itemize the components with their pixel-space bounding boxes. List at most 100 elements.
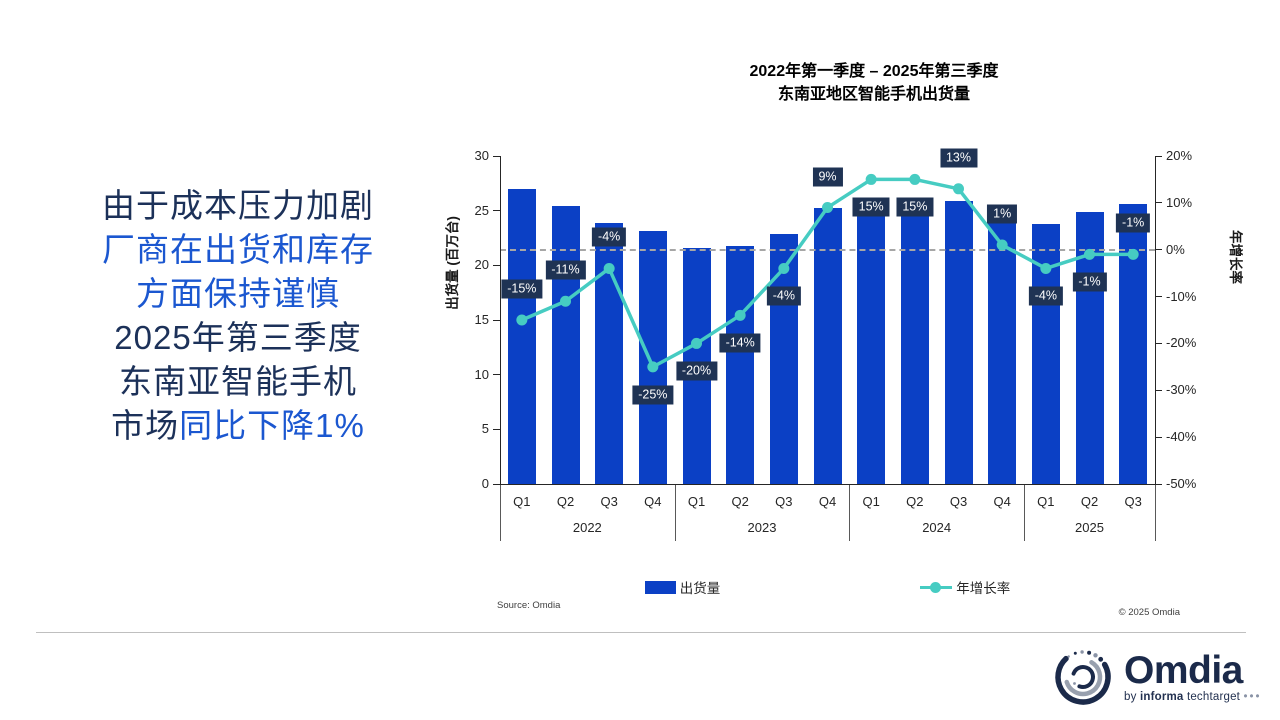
right-axis-tick-label: -50% <box>1166 476 1197 491</box>
x-year-label-2023: 2023 <box>747 520 777 535</box>
growth-label-2: -4% <box>592 227 627 247</box>
growth-label-6: -4% <box>766 286 801 306</box>
x-year-label-2025: 2025 <box>1075 520 1104 535</box>
headline-panel: 由于成本压力加剧 厂商在出货和库存 方面保持谨慎 2025年第三季度 东南亚智能… <box>38 184 438 448</box>
zero-growth-dashed-line <box>500 248 1155 251</box>
bar-Q4-11 <box>988 206 1017 484</box>
growth-point-3 <box>647 361 659 373</box>
growth-label-1: -11% <box>545 260 586 280</box>
growth-label-7: 9% <box>812 167 843 187</box>
growth-label-3: -25% <box>632 385 674 405</box>
x-quarter-label-14: Q3 <box>1124 494 1142 509</box>
growth-label-12: -4% <box>1028 286 1063 306</box>
left-axis-tick-label: 0 <box>481 476 489 491</box>
headline-line-6-prefix: 市场 <box>111 407 180 444</box>
bar-Q3-10 <box>944 200 973 484</box>
growth-label-0: -15% <box>501 279 543 299</box>
x-quarter-label-2: Q3 <box>600 494 618 509</box>
bar-Q1-0 <box>507 188 536 484</box>
headline-line-6: 市场同比下降1% <box>38 404 438 448</box>
right-axis-line <box>1155 156 1156 485</box>
bar-Q1-8 <box>857 212 886 484</box>
left-axis-tick-label: 5 <box>481 421 489 437</box>
headline-line-6-highlight: 同比下降1% <box>179 407 365 444</box>
right-axis-title: 年增长率 <box>1228 230 1243 284</box>
x-quarter-label-7: Q4 <box>818 494 837 509</box>
headline-line-3: 方面保持谨慎 <box>136 275 340 312</box>
growth-point-14 <box>1127 248 1139 260</box>
growth-point-1 <box>560 295 571 307</box>
copyright-note: © 2025 Omdia <box>1118 607 1180 618</box>
right-axis-tick <box>1155 483 1162 485</box>
growth-point-4 <box>691 337 702 349</box>
growth-point-10 <box>953 183 964 195</box>
growth-point-8 <box>865 173 877 185</box>
left-axis-tick <box>493 428 500 430</box>
growth-label-9: 15% <box>896 197 934 217</box>
legend-bar-swatch-icon <box>644 580 676 594</box>
x-quarter-label-3: Q4 <box>644 494 662 509</box>
source-note: Source: Omdia <box>497 600 561 611</box>
growth-label-4: -20% <box>675 361 718 381</box>
headline-line-1: 由于成本压力加剧 <box>102 187 374 224</box>
growth-point-2 <box>603 262 615 274</box>
right-axis-tick <box>1155 296 1162 298</box>
x-quarter-label-10: Q3 <box>949 494 968 509</box>
growth-label-13: -1% <box>1072 272 1107 292</box>
legend-label-growth: 年增长率 <box>956 581 1011 596</box>
growth-label-8: 15% <box>852 197 890 217</box>
growth-line-chart <box>516 173 1139 373</box>
bottom-axis-line <box>500 484 1156 485</box>
bar-Q3-6 <box>769 233 798 484</box>
x-year-label-2024: 2024 <box>922 520 952 535</box>
left-axis-tick <box>493 319 500 321</box>
headline-line-4: 2025年第三季度 <box>114 319 362 356</box>
year-divider <box>674 485 676 541</box>
bar-Q4-7 <box>813 208 842 484</box>
growth-point-13 <box>1084 248 1095 260</box>
x-quarter-label-11: Q4 <box>993 494 1011 509</box>
chart-title-line-2: 东南亚地区智能手机出货量 <box>777 86 970 103</box>
x-quarter-label-8: Q1 <box>862 494 880 509</box>
right-axis-tick <box>1155 202 1162 204</box>
x-quarter-label-5: Q2 <box>731 494 749 509</box>
tagline-by: by <box>1124 690 1137 703</box>
tagline-informa: informa <box>1139 690 1184 703</box>
growth-point-9 <box>909 173 921 185</box>
left-axis-tick <box>493 210 500 212</box>
x-quarter-label-1: Q2 <box>556 494 575 509</box>
bar-Q2-5 <box>726 245 755 484</box>
bar-Q4-3 <box>638 231 667 484</box>
x-quarter-label-6: Q3 <box>775 494 793 509</box>
left-axis-tick-label: 10 <box>474 366 489 382</box>
x-quarter-label-0: Q1 <box>513 494 531 509</box>
legend-item-shipments: 出货量 <box>644 577 721 597</box>
right-axis-tick <box>1155 436 1162 438</box>
right-axis-tick-label: -30% <box>1166 382 1197 398</box>
left-axis-tick-label: 25 <box>474 202 489 218</box>
year-divider <box>1024 485 1025 541</box>
growth-label-11: 1% <box>987 204 1018 224</box>
growth-label-10: 13% <box>939 148 978 168</box>
tagline-dots-icon: ••• <box>1243 690 1262 703</box>
right-axis-tick-label: 10% <box>1166 194 1193 210</box>
right-axis-tick-label: 20% <box>1166 148 1193 163</box>
legend: 出货量 年增长率 <box>500 577 1155 597</box>
growth-point-0 <box>516 314 528 326</box>
legend-label-shipments: 出货量 <box>679 581 721 596</box>
plot-area: 30 25 20 15 10 5 0 20% 10% 0% -10% -20% -30% -40% -50%… <box>475 148 1196 541</box>
bar-Q2-1 <box>551 206 580 484</box>
x-quarter-label-13: Q2 <box>1080 494 1099 509</box>
x-quarter-label-9: Q2 <box>906 494 924 509</box>
bar-Q2-9 <box>900 209 929 484</box>
right-axis-tick-label: -20% <box>1166 335 1197 351</box>
x-year-label-2022: 2022 <box>572 520 602 535</box>
right-axis-tick-label: -10% <box>1166 288 1197 304</box>
legend-item-growth: 年增长率 <box>920 577 1010 597</box>
left-axis-tick-label: 15 <box>474 312 489 327</box>
right-axis-tick <box>1155 389 1162 391</box>
left-axis-tick <box>493 483 500 485</box>
omdia-logo: Omdia by informa techtarget ••• <box>1051 645 1262 709</box>
headline-line-5: 东南亚智能手机 <box>119 363 357 400</box>
